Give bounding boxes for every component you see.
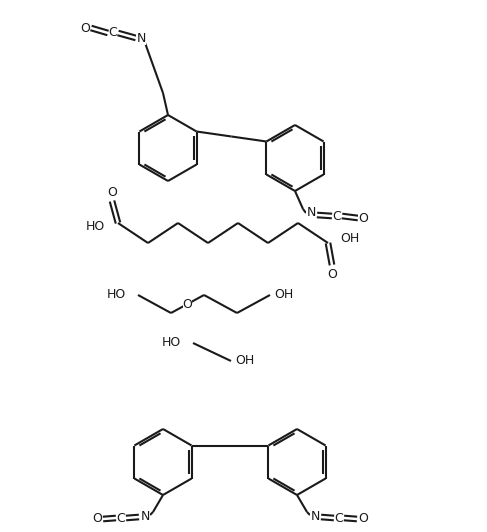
Text: O: O [80, 21, 90, 35]
Text: O: O [327, 268, 337, 280]
Text: O: O [183, 297, 192, 311]
Text: OH: OH [340, 231, 359, 245]
Text: O: O [92, 512, 102, 526]
Text: C: C [109, 27, 117, 39]
Text: HO: HO [86, 220, 105, 234]
Text: N: N [140, 511, 150, 523]
Text: O: O [358, 212, 368, 225]
Text: C: C [116, 511, 125, 525]
Text: N: N [306, 206, 316, 220]
Text: O: O [358, 512, 368, 526]
Text: OH: OH [235, 354, 254, 368]
Text: HO: HO [107, 288, 126, 302]
Text: N: N [136, 31, 146, 45]
Text: OH: OH [274, 288, 293, 302]
Text: C: C [335, 511, 343, 525]
Text: HO: HO [162, 337, 181, 350]
Text: C: C [333, 210, 341, 222]
Text: N: N [310, 511, 319, 523]
Text: O: O [107, 186, 117, 198]
